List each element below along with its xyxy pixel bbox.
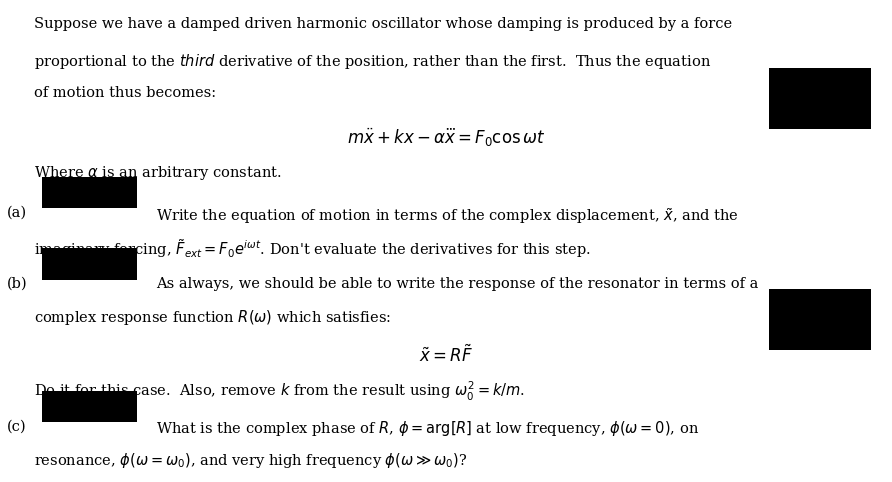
Bar: [769, 68, 871, 129]
Text: What is the complex phase of $R$, $\phi = \arg[R]$ at low frequency, $\phi(\omeg: What is the complex phase of $R$, $\phi …: [156, 419, 699, 439]
Text: $m\ddot{x} + kx - \alpha\dddot{x} = F_0\cos\omega t$: $m\ddot{x} + kx - \alpha\dddot{x} = F_0\…: [347, 126, 545, 149]
Text: Do it for this case.  Also, remove $k$ from the result using $\omega_0^2 = k/m$.: Do it for this case. Also, remove $k$ fr…: [34, 379, 525, 403]
Text: Write the equation of motion in terms of the complex displacement, $\tilde{x}$, : Write the equation of motion in terms of…: [156, 206, 739, 226]
Text: imaginary forcing, $\tilde{F}_{ext} = F_0 e^{i\omega t}$. Don't evaluate the der: imaginary forcing, $\tilde{F}_{ext} = F_…: [34, 237, 591, 260]
Bar: [42, 248, 137, 280]
Bar: [42, 177, 137, 208]
Text: complex response function $R(\omega)$ which satisfies:: complex response function $R(\omega)$ wh…: [34, 308, 391, 327]
Text: (c): (c): [7, 419, 27, 433]
Text: resonance, $\phi(\omega = \omega_0)$, and very high frequency $\phi(\omega \gg \: resonance, $\phi(\omega = \omega_0)$, an…: [34, 451, 467, 469]
Text: Where $\alpha$ is an arbitrary constant.: Where $\alpha$ is an arbitrary constant.: [34, 164, 282, 182]
Text: Suppose we have a damped driven harmonic oscillator whose damping is produced by: Suppose we have a damped driven harmonic…: [34, 17, 732, 31]
Text: (b): (b): [7, 277, 28, 291]
Text: As always, we should be able to write the response of the resonator in terms of : As always, we should be able to write th…: [156, 277, 758, 291]
Bar: [42, 390, 137, 422]
Text: (a): (a): [7, 206, 28, 220]
Text: proportional to the $\it{third}$ derivative of the position, rather than the fir: proportional to the $\it{third}$ derivat…: [34, 52, 711, 70]
Text: $\tilde{x} = R\tilde{F}$: $\tilde{x} = R\tilde{F}$: [419, 345, 473, 366]
Bar: [769, 289, 871, 349]
Text: of motion thus becomes:: of motion thus becomes:: [34, 86, 216, 100]
